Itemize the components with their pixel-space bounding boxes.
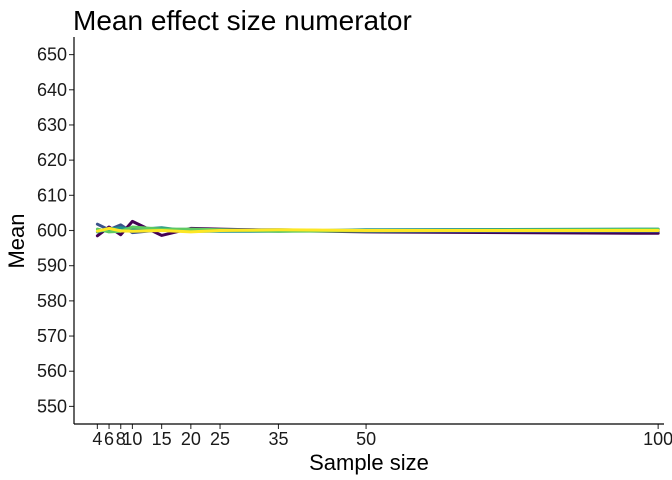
x-tick-label: 15: [152, 429, 172, 449]
y-tick-label: 610: [37, 185, 67, 205]
y-tick-label: 590: [37, 256, 67, 276]
y-tick-label: 560: [37, 361, 67, 381]
x-axis-ticks: 4 6 810 15 20 25 35 50 100: [92, 424, 672, 449]
x-tick-label: 35: [268, 429, 288, 449]
x-tick-label: 4: [92, 429, 102, 449]
y-tick-label: 620: [37, 150, 67, 170]
x-tick-label: 10: [122, 429, 142, 449]
y-tick-label: 650: [37, 45, 67, 65]
chart-title: Mean effect size numerator: [73, 5, 412, 36]
x-axis-label: Sample size: [309, 450, 429, 475]
x-tick-label: 100: [643, 429, 672, 449]
x-tick-label: 8: [116, 429, 126, 449]
y-tick-label: 570: [37, 326, 67, 346]
y-tick-label: 600: [37, 221, 67, 241]
y-tick-label: 640: [37, 80, 67, 100]
y-axis-label: Mean: [4, 213, 29, 268]
x-tick-label: 6: [104, 429, 114, 449]
series-lines: [95, 219, 660, 238]
y-axis-ticks: 550 560 570 580 590 600 610 620 630 640 650: [37, 45, 74, 416]
x-tick-label: 25: [210, 429, 230, 449]
y-tick-label: 580: [37, 291, 67, 311]
y-tick-label: 550: [37, 396, 67, 416]
x-tick-label: 20: [181, 429, 201, 449]
series-line-5: [95, 226, 660, 234]
x-tick-label: 50: [356, 429, 376, 449]
y-tick-label: 630: [37, 115, 67, 135]
